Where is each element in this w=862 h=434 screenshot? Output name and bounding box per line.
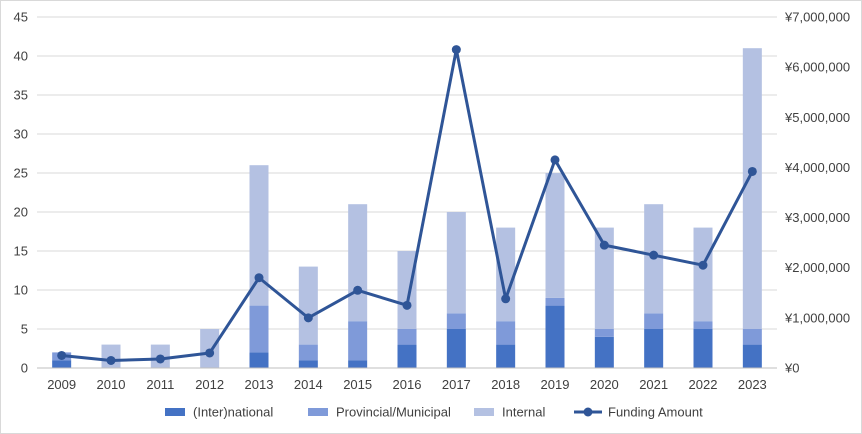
bar-segment xyxy=(298,266,318,345)
y-left-tick-label: 5 xyxy=(21,322,28,337)
y-right-tick-label: ¥0 xyxy=(784,361,799,376)
bar-segment xyxy=(348,204,368,322)
bar-segment xyxy=(693,227,713,322)
legend-swatch xyxy=(165,408,185,416)
bar-segment xyxy=(446,329,466,368)
bar-segment xyxy=(594,227,614,329)
y-right-tick-label: ¥6,000,000 xyxy=(784,60,850,75)
x-tick-label: 2018 xyxy=(491,377,520,392)
legend: (Inter)national Provincial/Municipal Inter… xyxy=(165,405,703,420)
funding-point xyxy=(254,273,264,283)
bar-segment xyxy=(693,329,713,368)
x-tick-label: 2016 xyxy=(393,377,422,392)
funding-point xyxy=(698,260,708,270)
funding-point xyxy=(599,240,609,250)
y-left-tick-label: 0 xyxy=(21,361,28,376)
x-tick-label: 2009 xyxy=(47,377,76,392)
legend-label: Funding Amount xyxy=(608,405,703,420)
x-tick-label: 2015 xyxy=(343,377,372,392)
y-left-tick-label: 10 xyxy=(14,283,28,298)
y-left-tick-label: 35 xyxy=(14,88,28,103)
bar-segment xyxy=(594,336,614,368)
bar-segment xyxy=(644,329,664,368)
funding-point xyxy=(205,348,215,358)
legend-label: Provincial/Municipal xyxy=(336,405,451,420)
x-tick-label: 2019 xyxy=(541,377,570,392)
bar-segment xyxy=(397,329,417,345)
funding-point xyxy=(353,285,363,295)
funding-point xyxy=(155,354,165,364)
gridlines xyxy=(37,16,777,330)
funding-point xyxy=(303,313,313,323)
funding-point xyxy=(106,355,116,365)
bar-segment xyxy=(249,305,269,353)
x-tick-label: 2020 xyxy=(590,377,619,392)
bar-segment xyxy=(348,321,368,361)
y-left-tick-label: 15 xyxy=(14,244,28,259)
y-left-tick-label: 25 xyxy=(14,166,28,181)
y-left-tick-label: 40 xyxy=(14,49,28,64)
y-right-tick-label: ¥7,000,000 xyxy=(784,10,850,25)
bars xyxy=(52,48,762,368)
bar-segment xyxy=(496,321,516,345)
funding-point xyxy=(649,250,659,260)
x-tick-label: 2012 xyxy=(195,377,224,392)
y-right-tick-label: ¥3,000,000 xyxy=(784,210,850,225)
axes: 0 5 10 15 20 25 30 35 40 45 ¥0 ¥1,000,000 ¥2,000,000… xyxy=(14,10,851,393)
y-left-tick-label: 30 xyxy=(14,127,28,142)
y-right-tick-label: ¥5,000,000 xyxy=(784,110,850,125)
bar-segment xyxy=(249,165,269,306)
funding-point xyxy=(747,166,757,176)
bar-segment xyxy=(594,329,614,337)
legend-label: Internal xyxy=(502,405,545,420)
x-tick-label: 2013 xyxy=(245,377,274,392)
bar-segment xyxy=(742,344,762,368)
x-tick-label: 2023 xyxy=(738,377,767,392)
bar-segment xyxy=(446,212,466,314)
funding-point xyxy=(501,294,511,304)
x-tick-label: 2010 xyxy=(97,377,126,392)
bar-segment xyxy=(298,360,318,368)
bar-segment xyxy=(298,344,318,361)
y-right-tick-label: ¥2,000,000 xyxy=(784,260,850,275)
bar-segment xyxy=(545,173,565,298)
funding-point xyxy=(57,350,67,360)
x-tick-label: 2021 xyxy=(639,377,668,392)
y-right-tick-label: ¥1,000,000 xyxy=(784,310,850,325)
legend-label: (Inter)national xyxy=(193,405,273,420)
bar-segment xyxy=(249,352,269,368)
funding-line xyxy=(57,45,757,365)
bar-segment xyxy=(693,321,713,329)
bar-segment xyxy=(348,360,368,368)
bar-segment xyxy=(446,313,466,329)
x-tick-label: 2022 xyxy=(689,377,718,392)
x-tick-label: 2017 xyxy=(442,377,471,392)
bar-segment xyxy=(397,251,417,329)
bar-segment xyxy=(545,297,565,306)
x-tick-label: 2014 xyxy=(294,377,323,392)
bar-segment xyxy=(644,313,664,329)
funding-point xyxy=(402,300,412,310)
y-right-tick-label: ¥4,000,000 xyxy=(784,160,850,175)
x-tick-label: 2011 xyxy=(146,377,174,392)
bar-segment xyxy=(397,344,417,368)
bar-segment xyxy=(742,48,762,329)
funding-point xyxy=(550,155,560,165)
legend-marker xyxy=(583,407,593,417)
legend-swatch xyxy=(474,408,494,416)
y-left-tick-label: 20 xyxy=(14,205,28,220)
bar-segment xyxy=(742,329,762,345)
bar-segment xyxy=(545,305,565,368)
y-left-tick-label: 45 xyxy=(14,10,28,25)
bar-segment xyxy=(496,227,516,322)
legend-swatch xyxy=(308,408,328,416)
bar-segment xyxy=(52,360,72,368)
bar-segment xyxy=(496,344,516,368)
funding-point xyxy=(451,45,461,55)
